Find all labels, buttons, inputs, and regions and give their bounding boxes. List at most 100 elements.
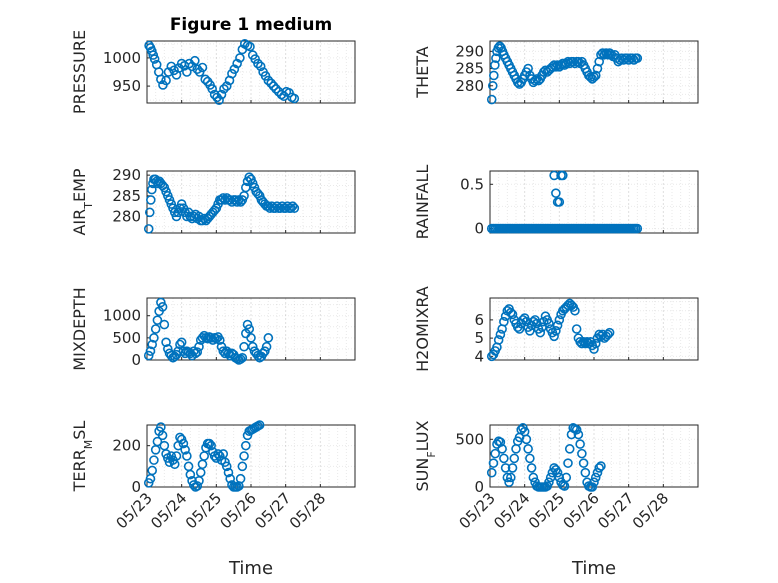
y-label-main: TERR [70,449,89,492]
y-axis-label-terr_msl: TERRMSL [70,421,95,493]
data-point [554,472,565,483]
data-point [521,434,532,445]
data-point [176,337,187,348]
x-tick-label: 05/24 [490,489,533,532]
y-tick-label: 5 [474,329,484,347]
data-point [145,346,156,356]
data-point [596,49,606,60]
x-axis-label-right: Time [571,558,616,579]
data-point [219,84,229,94]
y-tick-label: 290 [455,42,484,60]
data-point [147,465,157,476]
data-point [551,326,561,336]
data-point [535,327,546,338]
data-point [564,444,575,454]
subplot-rainfall: 0 0.5 RAINFALL [413,165,699,240]
data-point [557,58,568,69]
series-pressure [144,39,300,105]
data-point [559,481,570,491]
data-point [192,64,203,74]
x-tick-label: 05/27 [594,489,637,532]
data-point [200,74,211,85]
data-point [500,463,511,473]
data-point [244,324,255,334]
data-point [502,472,513,483]
y-tick-label: 200 [112,437,141,455]
data-point [192,481,203,491]
data-point [156,297,166,308]
data-point [507,463,518,473]
data-point [163,67,174,77]
data-point [152,436,163,447]
data-point [150,324,161,334]
data-point [149,455,159,465]
data-point [575,439,585,449]
y-tick-label: 6 [474,311,484,329]
data-point [235,473,246,484]
x-tick-label: 05/26 [560,489,603,532]
data-point [563,300,573,311]
data-point [235,354,246,364]
y-axis-label-pressure: PRESSURE [70,30,89,114]
y-axis-label-mixdepth: MIXDEPTH [70,287,89,370]
data-point [271,84,281,94]
y-label-main: AIR [70,209,89,236]
data-point [597,48,608,58]
data-point [223,467,234,478]
data-point [215,335,225,345]
data-point [590,472,601,483]
data-point [260,346,270,356]
data-point [596,461,606,471]
data-point [491,53,501,64]
subplot-sun_flux: 050005/2305/2405/2505/2605/2705/28SUNFLU… [413,420,699,532]
data-point [206,333,216,343]
data-point [589,477,599,488]
data-point [489,70,499,81]
data-point [525,326,535,336]
data-point [547,62,558,72]
y-tick-label: 4 [474,347,484,365]
data-point [161,337,171,348]
data-point [207,84,217,94]
figure-title: Figure 1 medium [170,15,332,35]
y-tick-label: 0.5 [460,175,484,193]
data-point [253,58,263,69]
data-point [578,336,589,347]
y-tick-label: 285 [112,187,141,205]
data-point [552,320,563,331]
data-point [254,420,265,430]
data-point [590,338,601,349]
data-point [187,61,197,72]
data-point [499,316,509,327]
x-tick-label: 05/28 [286,489,329,532]
data-point [486,94,497,105]
data-point [147,184,157,195]
data-point [570,305,580,316]
data-point [197,215,208,226]
data-point [161,75,171,86]
y-axis-label-rainfall: RAINFALL [413,165,432,240]
data-point [157,430,168,441]
y-tick-label: 280 [455,77,484,95]
data-point [221,81,232,91]
data-point [526,463,537,473]
series-terr_msl [143,420,265,492]
data-point [486,467,497,478]
data-point [182,451,192,461]
data-point [144,207,155,218]
data-point [220,348,230,359]
data-point [490,60,500,70]
data-point [232,353,242,364]
y-tick-label: 0 [474,478,484,496]
data-point [152,315,163,325]
data-point [487,80,498,91]
data-point [263,333,274,343]
y-tick-label: 500 [112,329,141,347]
data-point [488,458,499,468]
data-point [494,41,505,51]
data-point [232,58,242,69]
data-point [199,213,209,224]
y-tick-label: 280 [112,207,141,225]
data-point [577,448,587,459]
data-point [156,74,166,85]
